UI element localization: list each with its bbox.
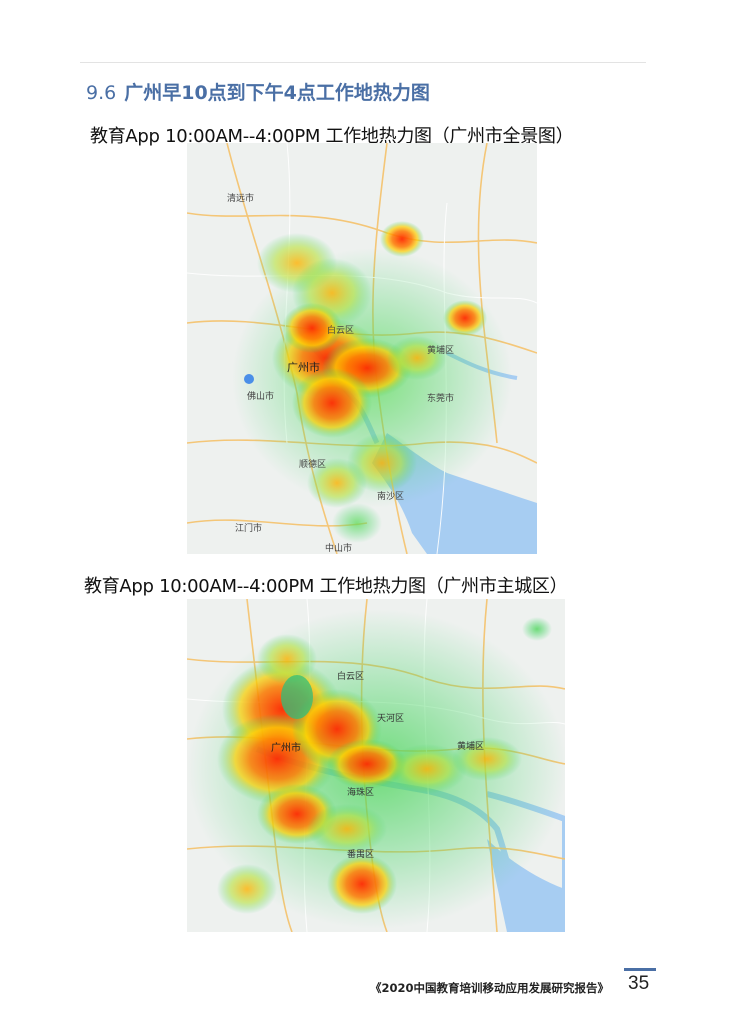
top-divider: [80, 62, 646, 63]
baiyun-mountain-park: [281, 675, 313, 719]
heatmap-overview: 清远市 广州市 佛山市 东莞市 顺德区 江门市 中山市 南沙区 黄埔区 白云区: [187, 143, 537, 554]
page-number: 35: [628, 973, 650, 994]
airport-marker-icon: [244, 374, 254, 384]
figure-caption-overview: 教育App 10:00AM--4:00PM 工作地热力图（广州市全景图）: [90, 126, 574, 147]
label-haizhu: 海珠区: [347, 786, 374, 798]
label-dongguan: 东莞市: [427, 392, 454, 404]
label-qingyuan: 清远市: [227, 192, 254, 204]
heatmap-urban: 广州市 黄埔区 番禺区 天河区 海珠区 白云区: [187, 599, 565, 932]
label-baiyun: 白云区: [327, 324, 354, 336]
report-title-footer: 《2020中国教育培训移动应用发展研究报告》: [370, 981, 610, 995]
label-jiangmen: 江门市: [235, 522, 262, 534]
label-panyu: 番禺区: [347, 848, 374, 860]
section-heading: 9.6 广州早10点到下午4点工作地热力图: [86, 78, 430, 105]
section-number: 9.6: [86, 82, 117, 104]
label-guangzhou-urban: 广州市: [271, 741, 301, 754]
label-foshan: 佛山市: [247, 390, 274, 402]
label-huangpu-urban: 黄埔区: [457, 740, 484, 752]
heatmap-urban-svg: 广州市 黄埔区 番禺区 天河区 海珠区 白云区: [187, 599, 565, 932]
label-zhongshan: 中山市: [325, 542, 352, 554]
section-title: 广州早10点到下午4点工作地热力图: [124, 82, 430, 104]
label-shunde: 顺德区: [299, 458, 326, 470]
label-baiyun-urban: 白云区: [337, 670, 364, 682]
page-number-bar: [624, 968, 656, 971]
figure-caption-urban: 教育App 10:00AM--4:00PM 工作地热力图（广州市主城区）: [84, 576, 568, 597]
label-guangzhou: 广州市: [287, 360, 320, 374]
label-nansha: 南沙区: [377, 490, 404, 502]
label-huangpu: 黄埔区: [427, 344, 454, 356]
heatmap-overview-svg: 清远市 广州市 佛山市 东莞市 顺德区 江门市 中山市 南沙区 黄埔区 白云区: [187, 143, 537, 554]
label-tianhe: 天河区: [377, 712, 404, 724]
